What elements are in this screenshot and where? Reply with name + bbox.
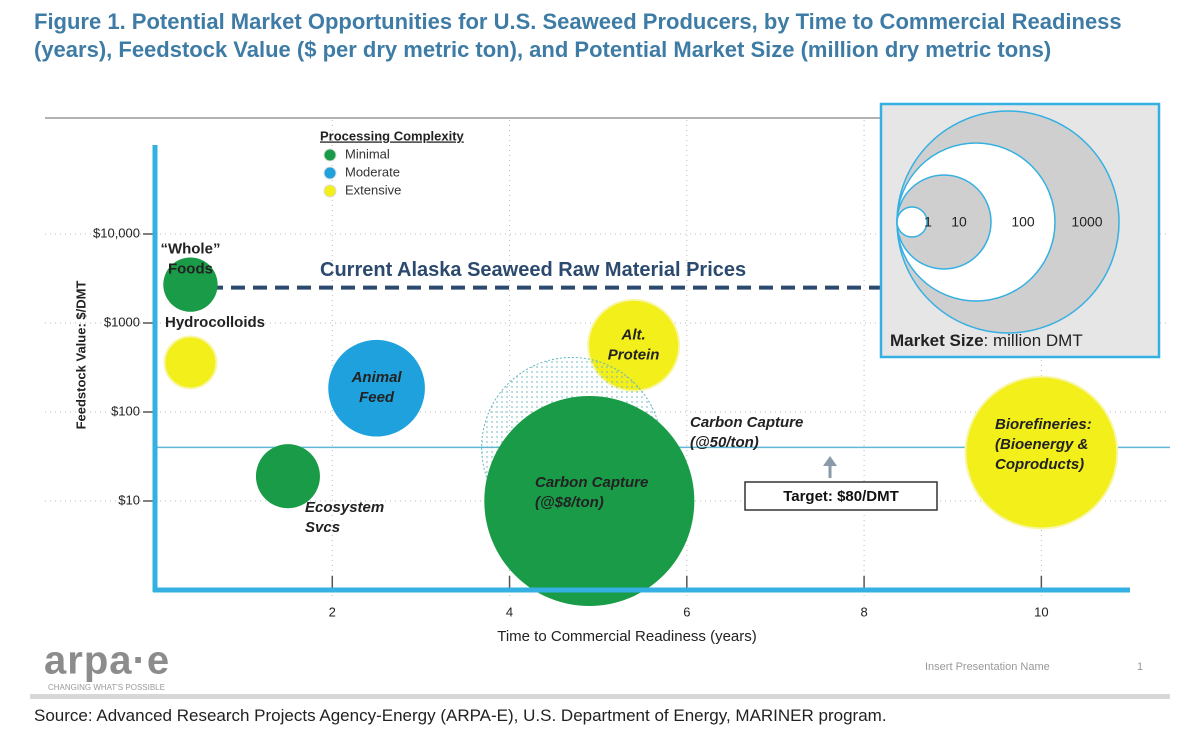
bubble	[328, 339, 425, 437]
legend-label: Extensive	[345, 182, 401, 197]
legend-marker	[323, 184, 337, 198]
bubble-label: Svcs	[305, 519, 340, 536]
bubble-label: Hydrocolloids	[165, 314, 265, 331]
slide-edge	[30, 694, 1170, 699]
size-legend-unit: : million DMT	[984, 331, 1083, 350]
bubble-label: Animal	[351, 369, 403, 386]
annotation-box	[744, 481, 938, 511]
y-tick-label: $100	[111, 403, 140, 418]
legend-marker	[323, 148, 337, 162]
logo: arpa·e	[44, 639, 170, 683]
bubble-label: Carbon Capture	[535, 474, 648, 491]
bubble-label: (@50/ton)	[690, 434, 759, 451]
size-legend-label: 1000	[1071, 214, 1102, 230]
source: Source: Advanced Research Projects Agenc…	[34, 706, 887, 725]
size-legend-title: Market Size	[890, 331, 984, 350]
bubble-label: (Bioenergy &	[995, 436, 1088, 453]
footer-text: Insert Presentation Name	[925, 661, 1050, 673]
legend-title: Processing Complexity	[320, 128, 465, 143]
figure-title: Figure 1. Potential Market Opportunities…	[34, 9, 1122, 62]
bubble	[484, 395, 695, 607]
bubble	[964, 375, 1119, 530]
bubble	[255, 444, 320, 509]
size-legend-circle	[896, 206, 928, 238]
x-tick-label: 2	[329, 604, 336, 619]
bubble-label: Protein	[608, 346, 660, 363]
legend-label: Minimal	[345, 146, 390, 161]
bubble-label: “Whole”	[160, 241, 220, 258]
bubble	[163, 335, 218, 390]
x-tick-label: 6	[683, 604, 690, 619]
logo-tagline: CHANGING WHAT'S POSSIBLE	[48, 683, 165, 692]
y-tick-label: $1000	[104, 314, 140, 329]
x-tick-label: 10	[1034, 604, 1048, 619]
legend-marker	[323, 166, 337, 180]
annotation-arrowhead	[823, 456, 837, 466]
bubble-label: Carbon Capture	[690, 414, 803, 431]
bubble-label: Ecosystem	[305, 499, 384, 516]
bubble-label: Feed	[359, 389, 395, 406]
reference-label: Current Alaska Seaweed Raw Material Pric…	[320, 259, 746, 281]
size-legend-label: 100	[1011, 214, 1035, 230]
x-tick-label: 8	[860, 604, 867, 619]
size-legend-label: 1	[924, 214, 932, 230]
bubble-label: Coproducts)	[995, 456, 1084, 473]
size-legend-label: 10	[951, 214, 967, 230]
legend-label: Moderate	[345, 164, 400, 179]
bubble-label: Biorefineries:	[995, 416, 1092, 433]
page-number: 1	[1137, 661, 1143, 673]
bubble-label: Alt.	[621, 326, 646, 343]
bubble	[163, 257, 218, 312]
x-tick-label: 4	[506, 604, 513, 619]
y-axis-label: Feedstock Value: $/DMT	[73, 281, 88, 430]
x-axis-label: Time to Commercial Readiness (years)	[497, 628, 757, 645]
size-legend-caption: Market Size: million DMT	[890, 331, 1083, 350]
y-tick-label: $10	[118, 492, 140, 507]
bubble-label: Foods	[168, 261, 213, 278]
bubble-label: (@$8/ton)	[535, 494, 604, 511]
annotation: Target: $80/DMT	[783, 488, 899, 505]
y-tick-label: $10,000	[93, 225, 140, 240]
